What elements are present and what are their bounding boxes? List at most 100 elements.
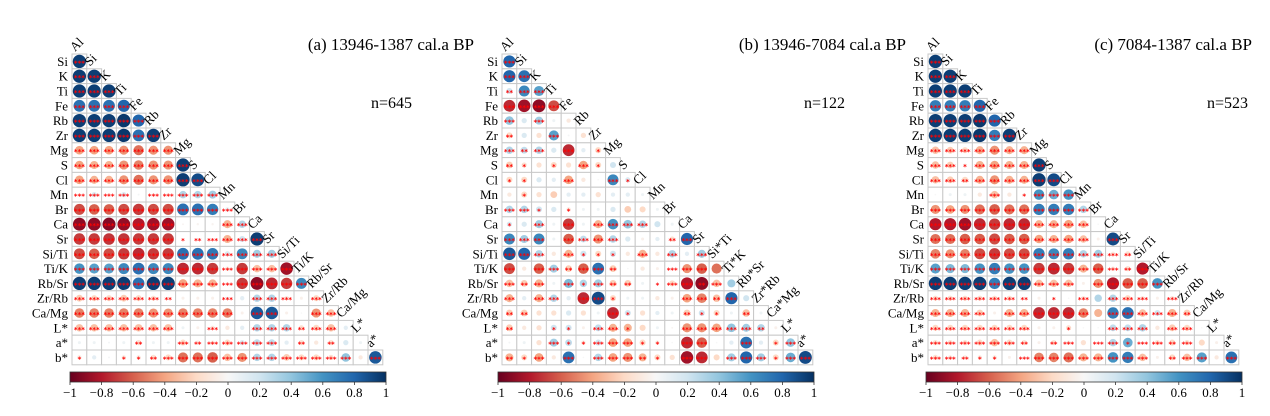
correlation-circle [930,204,940,214]
significance-stars: *** [104,104,115,112]
significance-stars: ** [165,296,173,304]
correlation-circle [506,87,513,95]
significance-stars: *** [548,104,559,112]
correlation-circle [134,324,143,332]
significance-stars: *** [237,281,248,289]
correlation-circle [535,146,543,154]
correlation-circle [87,128,101,143]
row-label: Si [57,54,68,69]
significance-stars: *** [163,163,174,171]
row-label: Ca [484,217,499,232]
significance-stars: *** [1034,163,1045,171]
significance-stars: *** [1108,296,1119,304]
correlation-circle [133,160,144,170]
correlation-circle [536,132,542,139]
correlation-circle [132,129,145,142]
correlation-circle [566,192,571,197]
significance-stars: *** [989,207,1000,215]
correlation-circle [1037,341,1041,345]
significance-stars: * [567,326,571,334]
significance-stars: *** [622,341,633,349]
significance-stars: * [522,193,526,201]
significance-stars: *** [311,355,322,363]
correlation-circle [164,324,172,332]
significance-stars: *** [930,74,941,82]
significance-stars: *** [1137,281,1148,289]
correlation-circle [624,309,631,317]
correlation-circle [505,146,514,154]
correlation-circle [505,294,514,303]
correlation-circle [988,277,1001,290]
correlation-circle [1032,173,1046,187]
significance-stars: *** [534,119,545,127]
significance-stars: *** [696,355,707,363]
correlation-circle [268,264,276,273]
correlation-circle [1214,355,1219,360]
correlation-circle [958,276,972,291]
correlation-circle [958,84,972,98]
correlation-circle [104,175,114,184]
significance-stars: * [993,355,997,363]
significance-stars: *** [696,326,707,334]
row-label: Ca/Mg [32,306,69,321]
correlation-circle [962,355,968,360]
colorbar-tick-label: −0.6 [121,385,145,400]
correlation-circle [682,323,692,333]
significance-stars: ** [713,296,721,304]
correlation-circle [594,279,603,288]
row-label: Ti/K [44,261,69,276]
correlation-circle [163,308,173,318]
significance-stars: ** [1124,267,1132,275]
significance-stars: *** [534,222,545,230]
correlation-circle [121,355,126,360]
correlation-circle [206,248,219,260]
correlation-circle [551,310,557,316]
significance-stars: *** [252,326,263,334]
correlation-circle [522,296,527,301]
significance-stars: *** [281,355,292,363]
significance-stars: *** [578,163,589,171]
correlation-circle [518,85,530,97]
significance-stars: * [596,163,600,171]
significance-stars: *** [163,281,174,289]
significance-stars: *** [519,252,530,260]
correlation-circle [146,128,161,143]
significance-stars: *** [1108,267,1119,275]
significance-stars: *** [192,207,203,215]
correlation-circle [655,310,660,316]
correlation-circle [581,177,586,182]
correlation-circle [177,247,189,260]
significance-stars: *** [1004,281,1015,289]
significance-stars: *** [1004,252,1015,260]
correlation-circle [1018,263,1030,274]
significance-stars: * [1126,341,1130,349]
correlation-circle [75,160,84,170]
significance-stars: * [611,296,615,304]
significance-stars: *** [945,119,956,127]
correlation-circle [236,248,248,260]
correlation-circle [222,308,233,318]
correlation-circle [567,134,570,137]
correlation-circle [91,191,97,198]
row-label: Rb/Sr [894,276,925,291]
correlation-circle [577,292,590,305]
significance-stars: *** [104,207,115,215]
correlation-circle [988,262,1001,275]
correlation-circle [943,276,957,291]
correlation-circle [522,341,526,345]
correlation-circle [639,206,646,213]
significance-stars: *** [519,237,530,245]
correlation-circle [595,161,602,169]
correlation-circle [268,339,276,346]
row-label: Si/Ti [42,246,68,261]
correlation-circle [928,54,943,69]
correlation-circle [149,324,158,332]
correlation-circle [989,233,1001,245]
significance-stars: *** [785,355,796,363]
correlation-circle [196,238,199,240]
colorbar [925,371,1243,383]
colorbar-tick-label: −0.4 [1009,385,1033,400]
correlation-circle [179,190,187,199]
correlation-circle [148,145,158,155]
